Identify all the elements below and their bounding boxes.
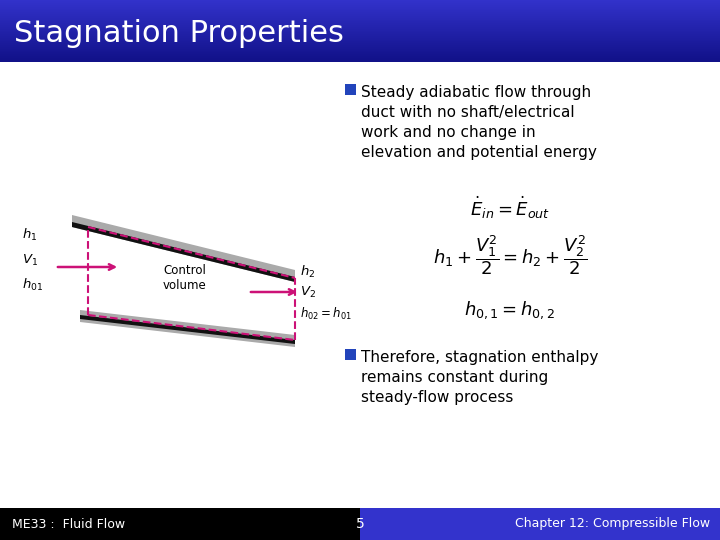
Bar <box>0 56 720 57</box>
Bar <box>0 5 720 6</box>
Bar <box>360 508 720 540</box>
Bar <box>0 0 720 1</box>
Bar <box>0 2 720 3</box>
Bar <box>0 28 720 29</box>
Bar <box>0 22 720 23</box>
Bar <box>0 42 720 43</box>
Text: Stagnation Properties: Stagnation Properties <box>14 18 344 48</box>
Bar <box>0 48 720 49</box>
Bar <box>0 41 720 42</box>
Text: Control
volume: Control volume <box>163 264 207 292</box>
Bar <box>0 24 720 25</box>
Text: $h_1$: $h_1$ <box>22 227 37 243</box>
Bar <box>0 30 720 31</box>
Bar <box>0 44 720 45</box>
Bar <box>0 55 720 56</box>
Text: remains constant during: remains constant during <box>361 370 548 385</box>
Bar <box>0 17 720 18</box>
Bar <box>0 4 720 5</box>
Text: $h_{0,1} = h_{0,2}$: $h_{0,1} = h_{0,2}$ <box>464 299 556 321</box>
Bar <box>345 84 356 95</box>
Text: Steady adiabatic flow through: Steady adiabatic flow through <box>361 85 591 100</box>
Bar <box>0 57 720 58</box>
Bar <box>0 36 720 37</box>
Bar <box>0 13 720 14</box>
Bar <box>0 29 720 30</box>
Bar <box>0 23 720 24</box>
Bar <box>0 12 720 13</box>
Bar <box>0 52 720 53</box>
Bar <box>0 27 720 28</box>
Bar <box>0 46 720 47</box>
Bar <box>0 26 720 27</box>
Text: elevation and potential energy: elevation and potential energy <box>361 145 597 160</box>
Bar <box>0 19 720 20</box>
Text: work and no change in: work and no change in <box>361 125 536 140</box>
Text: Chapter 12: Compressible Flow: Chapter 12: Compressible Flow <box>515 517 710 530</box>
Text: $V_2$: $V_2$ <box>300 285 316 300</box>
Bar <box>0 8 720 9</box>
Bar <box>0 10 720 11</box>
Bar <box>0 40 720 41</box>
Bar <box>0 50 720 51</box>
Text: duct with no shaft/electrical: duct with no shaft/electrical <box>361 105 575 120</box>
Text: 5: 5 <box>356 517 364 531</box>
Bar <box>0 11 720 12</box>
Bar <box>0 51 720 52</box>
Bar <box>0 508 360 540</box>
Polygon shape <box>80 310 295 347</box>
Bar <box>0 16 720 17</box>
Text: $V_1$: $V_1$ <box>22 252 38 267</box>
Bar <box>0 54 720 55</box>
Polygon shape <box>72 222 295 282</box>
Bar <box>0 33 720 34</box>
Bar <box>0 34 720 35</box>
Text: ME33 :  Fluid Flow: ME33 : Fluid Flow <box>12 517 125 530</box>
Bar <box>0 7 720 8</box>
Text: steady-flow process: steady-flow process <box>361 390 513 405</box>
Bar <box>0 21 720 22</box>
Bar <box>0 43 720 44</box>
Text: $h_1 + \dfrac{V_1^2}{2} = h_2 + \dfrac{V_2^2}{2}$: $h_1 + \dfrac{V_1^2}{2} = h_2 + \dfrac{V… <box>433 233 588 277</box>
Text: $h_{01}$: $h_{01}$ <box>22 277 43 293</box>
Text: Therefore, stagnation enthalpy: Therefore, stagnation enthalpy <box>361 350 598 365</box>
Bar <box>0 37 720 38</box>
Bar <box>0 47 720 48</box>
Bar <box>0 39 720 40</box>
Bar <box>0 14 720 15</box>
Bar <box>0 1 720 2</box>
Bar <box>0 18 720 19</box>
Bar <box>0 61 720 62</box>
Bar <box>0 45 720 46</box>
Bar <box>0 15 720 16</box>
Bar <box>0 59 720 60</box>
Bar <box>345 349 356 360</box>
Bar <box>0 25 720 26</box>
Polygon shape <box>80 315 295 344</box>
Bar <box>0 31 720 32</box>
Bar <box>0 35 720 36</box>
Text: $h_{02} = h_{01}$: $h_{02} = h_{01}$ <box>300 306 352 322</box>
Bar <box>0 9 720 10</box>
Bar <box>0 49 720 50</box>
Bar <box>0 32 720 33</box>
Bar <box>0 60 720 61</box>
Bar <box>0 58 720 59</box>
Polygon shape <box>72 215 295 282</box>
Bar <box>0 6 720 7</box>
Bar <box>0 53 720 54</box>
Bar <box>0 38 720 39</box>
Bar <box>0 20 720 21</box>
Text: $h_2$: $h_2$ <box>300 264 315 280</box>
Text: $\dot{E}_{in} = \dot{E}_{out}$: $\dot{E}_{in} = \dot{E}_{out}$ <box>470 195 550 221</box>
Bar <box>0 3 720 4</box>
